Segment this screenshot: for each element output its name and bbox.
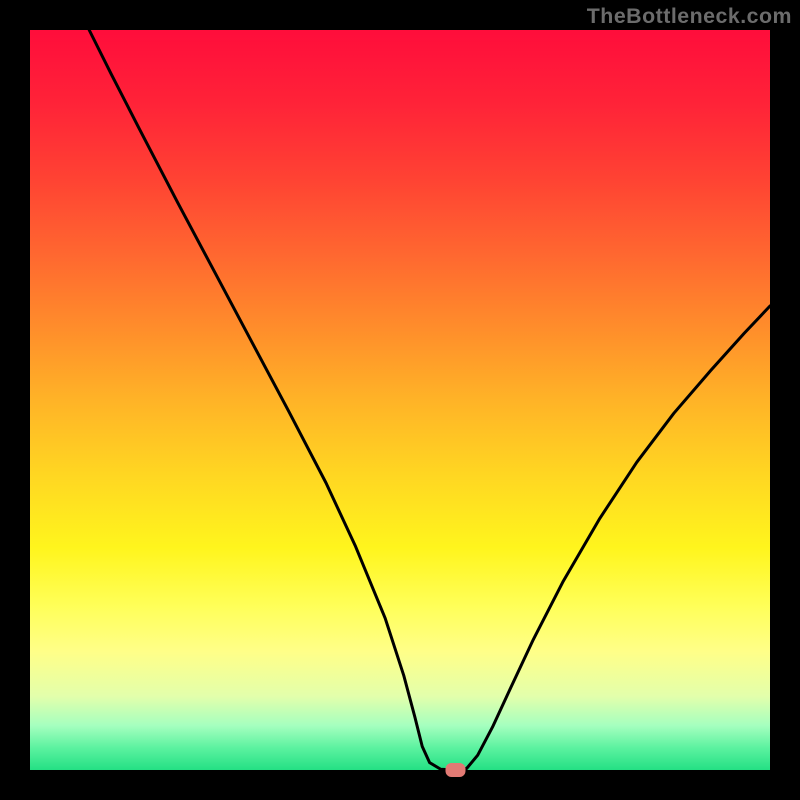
chart-frame: { "watermark": { "text": "TheBottleneck.… [0,0,800,800]
gradient-panel [30,30,770,770]
optimum-marker [446,763,466,777]
watermark-text: TheBottleneck.com [587,4,792,29]
bottleneck-chart [0,0,800,800]
